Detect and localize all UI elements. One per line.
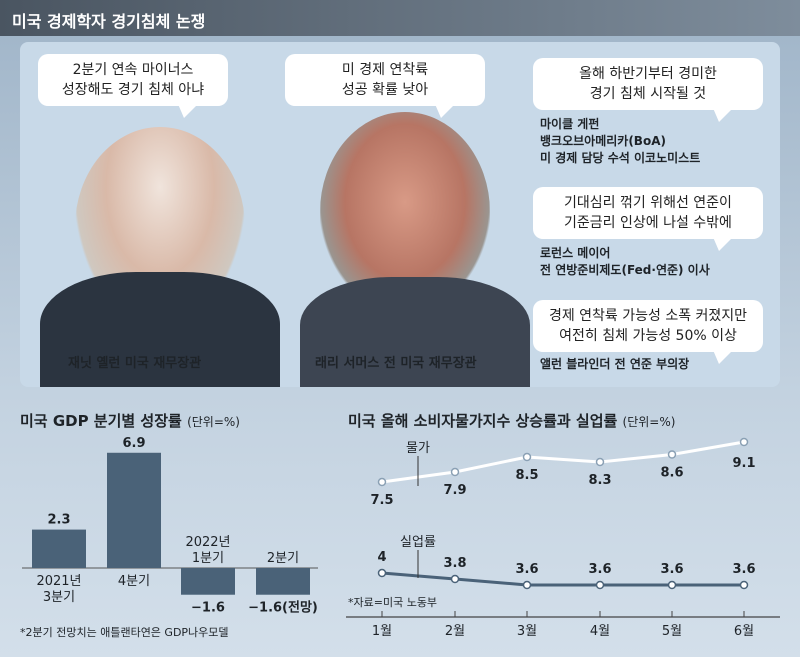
speaker-line: 앨런 블라인더 전 연준 부의장 [540, 357, 690, 371]
unemployment-value-label: 3.6 [732, 562, 755, 577]
quote-line: 경제 연착륙 가능성 소폭 커졌지만 [548, 308, 748, 324]
portrait-summers-body [300, 277, 530, 387]
x-tick-label: 2월 [445, 624, 465, 639]
unemployment-value-label: 3.6 [515, 562, 538, 577]
cpi-value-label: 8.5 [515, 468, 538, 483]
speaker-line: 로런스 메이어 [540, 246, 611, 260]
x-tick-label: 4월 [590, 624, 610, 639]
quote-line: 올해 하반기부터 경미한 [579, 66, 717, 82]
category-label: 2022년 [185, 535, 230, 550]
quote-line: 기준금리 인상에 나설 수밖에 [564, 215, 732, 231]
quote-line: 성장해도 경기 침체 아냐 [61, 82, 205, 98]
speaker-line: 전 연방준비제도(Fed·연준) 이사 [540, 263, 710, 277]
portrait-yellen-body [40, 272, 280, 387]
category-label: 4분기 [118, 574, 150, 589]
cpi-point [739, 437, 749, 447]
speaker-line: 마이클 게펀 [540, 117, 600, 131]
quote-bubble-3: 올해 하반기부터 경미한 경기 침체 시작될 것 [533, 58, 763, 122]
unemployment-point [667, 580, 677, 590]
cpi-series-label: 물가 [406, 441, 430, 456]
quote-line: 미 경제 연착륙 [341, 62, 429, 78]
cpi-value-label: 7.5 [370, 493, 393, 508]
unemployment-point [595, 580, 605, 590]
chart-note: *2분기 전망치는 애틀랜타연은 GDP나우모델 [20, 626, 229, 639]
x-tick-label: 3월 [517, 624, 537, 639]
cpi-point [522, 452, 532, 462]
cpi-value-label: 7.9 [443, 483, 466, 498]
chart-unit: (단위=%) [622, 415, 676, 429]
category-label: 1분기 [192, 551, 224, 566]
cpi-point [450, 467, 460, 477]
speaker-yellen: 재닛 옐런 미국 재무장관 [68, 356, 202, 371]
quote-line: 성공 확률 낮아 [341, 82, 429, 98]
title-bar: 미국 경제학자 경기침체 논쟁 [0, 0, 800, 36]
unemployment-point [450, 574, 460, 584]
unemployment-line [381, 571, 744, 587]
gdp-chart-title: 미국 GDP 분기별 성장률 (단위=%) [20, 410, 240, 431]
category-label: 3분기 [43, 590, 75, 605]
unemployment-value-label: 3.8 [443, 556, 466, 571]
quote-bubble-2: 미 경제 연착륙 성공 확률 낮아 [285, 54, 485, 118]
speaker-line: 미 경제 담당 수석 이코노미스트 [540, 151, 701, 165]
chart-title-text: 미국 올해 소비자물가지수 상승률과 실업률 [348, 412, 618, 430]
quote-bubble-4: 기대심리 꺾기 위해선 연준이 기준금리 인상에 나설 수밖에 [533, 187, 763, 251]
cpi-point [377, 477, 387, 487]
cpi-value-label: 8.6 [660, 466, 683, 481]
bar [107, 452, 161, 568]
unemployment-value-label: 3.6 [660, 562, 683, 577]
quote-bubble-5: 경제 연착륙 가능성 소폭 커졌지만 여전히 침체 가능성 50% 이상 [533, 300, 763, 364]
category-label: 2021년 [36, 574, 81, 589]
unemployment-point [522, 580, 532, 590]
speaker-meyer: 로런스 메이어 전 연방준비제도(Fed·연준) 이사 [540, 245, 710, 279]
unemployment-point [377, 568, 387, 578]
source-note: *자료=미국 노동부 [348, 596, 437, 609]
quote-line: 2분기 연속 마이너스 [72, 62, 194, 78]
cpi-value-label: 8.3 [588, 473, 611, 488]
speaker-summers: 래리 서머스 전 미국 재무장관 [315, 356, 477, 371]
cpi-value-label: 9.1 [732, 456, 755, 471]
category-label: 2분기 [267, 551, 299, 566]
quote-line: 기대심리 꺾기 위해선 연준이 [564, 195, 732, 211]
unemployment-value-label: 3.6 [588, 562, 611, 577]
cpi-point [667, 450, 677, 459]
unemployment-point [739, 580, 749, 590]
bar-value-label: 6.9 [122, 436, 145, 451]
page-title: 미국 경제학자 경기침체 논쟁 [12, 12, 206, 31]
bar-value-label: 2.3 [47, 513, 70, 528]
chart-title-text: 미국 GDP 분기별 성장률 [20, 412, 182, 430]
cpi-line [381, 440, 745, 484]
speaker-gapen: 마이클 게펀 뱅크오브아메리카(BoA) 미 경제 담당 수석 이코노미스트 [540, 116, 700, 167]
quote-bubble-1: 2분기 연속 마이너스 성장해도 경기 침체 아냐 [38, 54, 228, 118]
bar-value-label: −1.6(전망) [248, 600, 318, 616]
speaker-line: 뱅크오브아메리카(BoA) [540, 134, 666, 148]
x-tick-label: 6월 [734, 624, 754, 639]
bar [32, 529, 86, 568]
bar-value-label: −1.6 [191, 601, 225, 616]
cpi-point [595, 457, 605, 467]
speaker-blinder: 앨런 블라인더 전 연준 부의장 [540, 356, 689, 373]
unemployment-series-label: 실업률 [400, 535, 436, 550]
cpi-line-chart: 1월 2월 3월 4월 5월 6월 7.5 7.9 8.5 8.3 8.6 9.1 4 3.8 3.6 3.6… [346, 437, 780, 639]
bar [256, 568, 310, 595]
quotes-panel: 2분기 연속 마이너스 성장해도 경기 침체 아냐 미 경제 연착륙 성공 확률… [20, 42, 780, 387]
quote-line: 여전히 침체 가능성 50% 이상 [559, 328, 737, 344]
chart-unit: (단위=%) [187, 415, 240, 429]
x-tick-label: 5월 [662, 624, 682, 639]
cpi-chart-title: 미국 올해 소비자물가지수 상승률과 실업률 (단위=%) [348, 410, 675, 431]
x-tick-label: 1월 [372, 624, 392, 639]
quote-line: 경기 침체 시작될 것 [589, 86, 707, 102]
unemployment-value-label: 4 [377, 550, 386, 565]
bar [181, 568, 235, 595]
